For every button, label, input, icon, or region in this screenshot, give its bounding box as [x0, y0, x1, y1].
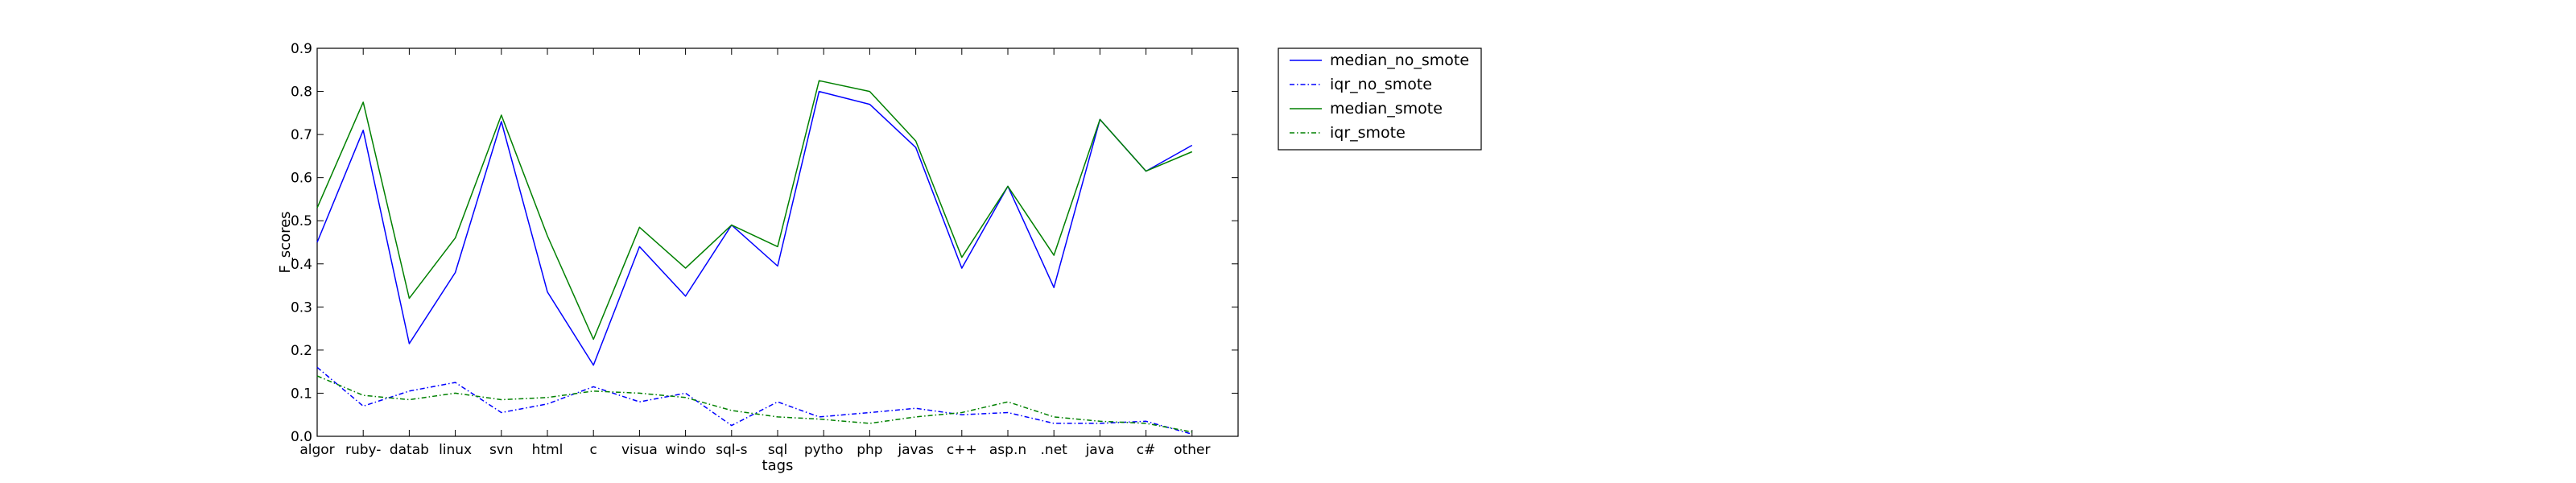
legend: median_no_smote iqr_no_smote median_smotei… [1278, 47, 1482, 151]
x-tick-label: html [532, 442, 564, 458]
x-tick-label: php [857, 442, 882, 458]
series-layer [316, 80, 1193, 436]
y-tick-label: 0.3 [291, 299, 312, 316]
x-axis: algor ruby-datab linux svn html c visua windo sq… [299, 48, 1210, 458]
series-line-median-smote [316, 80, 1193, 341]
x-tick-label: other [1174, 442, 1210, 458]
x-tick-label: datab [390, 442, 429, 458]
y-tick-label: 0.9 [291, 41, 312, 57]
x-tick-label: c++ [947, 442, 977, 458]
y-tick-label: 0.2 [291, 343, 312, 359]
x-tick-label: windo [665, 442, 706, 458]
legend-label: iqr_no_smote [1330, 76, 1432, 93]
legend-label: iqr_smote [1330, 124, 1406, 142]
series-line-median-no-smote [316, 90, 1193, 366]
x-tick-label: linux [439, 442, 472, 458]
x-tick-label: c# [1137, 442, 1156, 458]
x-tick-label: svn [489, 442, 514, 458]
x-axis-label: tags [762, 457, 794, 474]
y-tick-label: 0.6 [291, 171, 312, 187]
y-tick-label: 0.7 [291, 127, 312, 143]
series-line-iqr-no-smote [316, 366, 1193, 436]
x-tick-label: .net [1041, 442, 1068, 458]
x-tick-label: visua [621, 442, 658, 458]
y-tick-label: 0.5 [291, 213, 312, 229]
x-tick-label: ruby- [345, 442, 381, 458]
x-tick-label: asp.n [989, 442, 1026, 458]
x-tick-label: sql [768, 442, 787, 458]
y-tick-label: 0.4 [291, 257, 312, 273]
y-tick-label: 0.1 [291, 386, 312, 402]
legend-label: median_smote [1330, 100, 1443, 118]
x-tick-label: c [590, 442, 597, 458]
y-tick-label: 0.0 [291, 429, 312, 445]
y-tick-label: 0.8 [291, 85, 312, 101]
x-tick-label: java [1085, 442, 1115, 458]
y-axis: 0.0 0.1 0.2 0.3 0.4 0.5 0.6 0.7 0.8 0.9 [291, 41, 1238, 445]
series-line-iqr-smote [316, 375, 1192, 433]
y-axis-label: F_scores [277, 211, 294, 273]
x-tick-label: algor [299, 442, 334, 458]
x-tick-label: javas [897, 442, 934, 458]
x-tick-label: pytho [804, 442, 844, 458]
legend-label: median_no_smote [1330, 52, 1469, 69]
x-tick-label: sql-s [716, 442, 748, 458]
plot-area [316, 47, 1239, 437]
